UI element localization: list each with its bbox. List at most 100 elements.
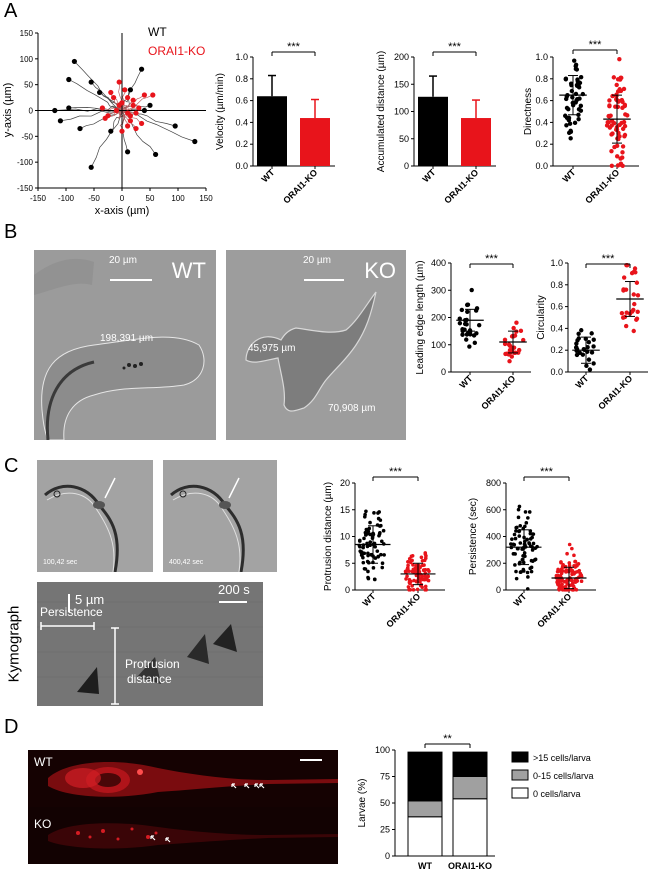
data-point [362, 536, 366, 541]
data-point [523, 510, 528, 514]
data-point [416, 574, 421, 578]
data-point [612, 144, 617, 150]
data-point [525, 537, 529, 542]
data-point [423, 552, 428, 556]
data-point [361, 560, 366, 565]
data-point [365, 544, 370, 549]
data-point [619, 310, 625, 316]
data-point [380, 561, 385, 566]
data-point [469, 287, 474, 293]
x-tick-label: WT [457, 373, 474, 390]
traj-x-tick-label: 50 [146, 194, 155, 203]
trajectory-legend-ko: ORAI1-KO [148, 44, 205, 58]
trajectory-endpoint [192, 138, 198, 145]
data-point [589, 331, 594, 336]
data-point [474, 331, 479, 336]
data-point [614, 97, 619, 102]
data-point [510, 537, 514, 541]
data-point [622, 132, 628, 138]
y-tick-label: 0 [496, 585, 501, 595]
data-point [573, 570, 578, 575]
data-point [622, 123, 628, 129]
trajectory-endpoint [127, 118, 133, 124]
trajectory-track [60, 110, 123, 122]
data-point [506, 342, 512, 347]
data-point [509, 334, 515, 339]
data-point [423, 571, 428, 576]
x-tick-label: ORAI1-KO [442, 167, 480, 205]
data-point [564, 96, 569, 102]
data-point [610, 93, 615, 99]
data-point [574, 587, 579, 592]
data-point [563, 584, 568, 589]
data-point [572, 120, 578, 126]
data-point [605, 120, 610, 125]
data-point [465, 309, 470, 314]
data-point [518, 561, 522, 565]
data-point [629, 270, 635, 276]
data-point [518, 570, 523, 575]
data-point [421, 577, 425, 582]
data-point [513, 552, 517, 556]
trajectory-endpoint [108, 128, 114, 134]
y-tick-label: 0 [345, 585, 350, 595]
data-point [509, 354, 515, 359]
data-point [516, 507, 521, 512]
legend-swatch [511, 787, 529, 799]
trajectory-endpoint [136, 105, 142, 111]
y-tick-label: 0.2 [535, 139, 548, 149]
trajectory-endpoint [102, 115, 108, 121]
data-point [525, 570, 530, 575]
x-tick-label: ORAI1-KO [535, 591, 573, 629]
data-point [379, 539, 384, 544]
data-point [516, 515, 521, 520]
y-tick-label: 0.8 [235, 74, 248, 84]
data-point [363, 530, 368, 535]
data-point [514, 569, 518, 574]
trajectory-endpoint [119, 128, 125, 134]
data-point [368, 540, 373, 544]
x-tick-label: ORAI1-KO [384, 591, 422, 629]
x-tick-label: WT [418, 861, 432, 871]
data-point [621, 288, 626, 293]
b-ko-length-label-2: 70,908 µm [328, 403, 376, 414]
legend-swatch [511, 769, 529, 781]
data-point [528, 537, 533, 541]
y-tick-label: 0.8 [550, 280, 563, 290]
trajectory-track [121, 110, 156, 155]
data-point [368, 520, 372, 525]
data-point [516, 350, 521, 355]
data-point [587, 367, 593, 372]
data-point [559, 560, 563, 564]
data-point [580, 352, 586, 357]
x-tick-label: ORAI1-KO [281, 167, 319, 205]
micrograph-b-ko: KO 20 µm 45,975 µm 70,908 µm [226, 250, 406, 440]
micrograph-c-t2: 400,42 sec [163, 460, 277, 572]
data-point [423, 574, 428, 579]
trajectory-track [68, 79, 123, 111]
data-point [569, 568, 573, 573]
data-point [575, 563, 579, 567]
y-axis-label: Circularity [536, 295, 547, 339]
data-point [620, 163, 625, 168]
data-point [474, 306, 480, 311]
trajectory-endpoint [130, 102, 136, 108]
y-tick-label: 5 [345, 558, 350, 568]
trajectory-endpoint [119, 100, 125, 106]
data-point [568, 81, 574, 86]
trajectory-track [74, 61, 123, 111]
trajectory-endpoint [133, 125, 139, 132]
trajectory-endpoint [127, 87, 133, 93]
data-point [564, 568, 569, 572]
b-wt-label: WT [171, 258, 206, 283]
data-point [373, 556, 378, 560]
y-tick-label: 1.0 [550, 258, 563, 268]
trajectory-endpoint [122, 87, 128, 93]
data-point [406, 585, 411, 589]
data-point [573, 63, 578, 69]
data-point [567, 542, 572, 547]
b-wt-length-label: 198,391 µm [100, 333, 154, 344]
trajectory-endpoint [139, 120, 145, 127]
data-point [614, 154, 620, 159]
trajectory-endpoint [172, 123, 178, 129]
